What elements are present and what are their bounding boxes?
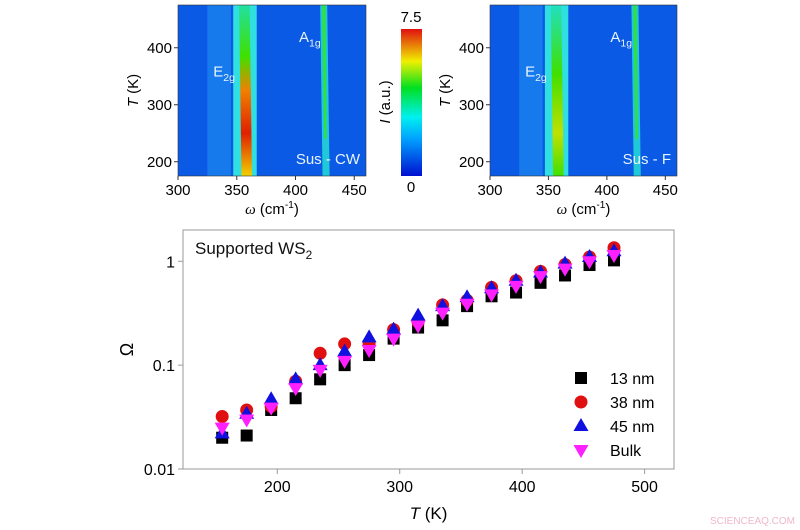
data-point — [410, 320, 426, 334]
data-point — [361, 344, 377, 358]
data-point — [289, 392, 302, 405]
heatmap-frame — [177, 4, 367, 177]
series-Bulk — [214, 249, 622, 436]
a1g-label: A1g — [299, 29, 321, 50]
x-tick-label: 400 — [594, 182, 619, 199]
data-point — [263, 391, 279, 405]
data-point — [239, 414, 255, 428]
legend-marker — [573, 418, 589, 431]
colorbar-max-label: 7.5 — [401, 9, 422, 26]
data-point — [312, 364, 328, 378]
data-point — [263, 402, 279, 416]
colorbar-min-label: 0 — [407, 179, 415, 196]
x-tick-label: 200 — [264, 479, 291, 496]
plot-title: Supported WS2 — [195, 239, 313, 262]
plot-frame — [182, 229, 675, 470]
x-tick-label: 450 — [342, 182, 367, 199]
data-point — [508, 280, 524, 294]
x-tick-label: 350 — [224, 182, 249, 199]
e2g-label: E2g — [525, 63, 547, 84]
x-tick-label: 350 — [536, 182, 561, 199]
data-point — [484, 289, 500, 303]
heatmap-frame — [489, 4, 678, 177]
x-tick-label: 300 — [386, 479, 413, 496]
y-tick-label: 400 — [147, 40, 172, 57]
data-point — [386, 321, 402, 335]
y-tick-label: 200 — [147, 154, 172, 171]
data-point — [240, 429, 253, 442]
data-point — [361, 329, 377, 343]
series-13-nm — [216, 254, 621, 444]
watermark: SCIENCEAQ.COM — [710, 516, 795, 527]
y-tick-label: 0.01 — [144, 462, 175, 479]
data-point — [214, 422, 230, 436]
data-point — [313, 346, 327, 360]
data-point — [557, 263, 573, 277]
colorbar-label: I (a.u.) — [377, 80, 394, 123]
data-point — [410, 307, 426, 321]
y-tick-label: 200 — [459, 154, 484, 171]
x-axis-label: ω (cm-1) — [245, 200, 299, 218]
data-point — [337, 355, 353, 369]
data-point — [288, 371, 304, 385]
e2g-band — [550, 5, 564, 176]
x-tick-label: 450 — [653, 182, 678, 199]
data-point — [337, 343, 353, 357]
x-tick-label: 300 — [477, 182, 502, 199]
y-tick-label: 0.1 — [153, 358, 175, 375]
data-point — [459, 298, 475, 312]
legend-label: 38 nm — [610, 395, 654, 412]
data-point — [533, 271, 549, 285]
colorbar: 7.5 0 I (a.u.) — [377, 9, 422, 196]
y-tick-label: 300 — [459, 97, 484, 114]
colorbar-gradient — [401, 29, 422, 176]
legend-marker — [573, 445, 589, 458]
panel-label: Sus - F — [623, 151, 671, 168]
data-point — [582, 256, 598, 270]
y-tick-label: 300 — [147, 97, 172, 114]
legend-marker — [574, 395, 588, 409]
data-point — [606, 249, 622, 263]
data-point — [435, 307, 451, 321]
x-axis-label: ω (cm-1) — [557, 200, 611, 218]
x-tick-label: 400 — [509, 479, 536, 496]
a1g-band — [633, 5, 638, 139]
shoulder-band — [519, 5, 543, 176]
shoulder-band — [207, 5, 231, 176]
data-point — [288, 383, 304, 397]
legend-label: Bulk — [610, 443, 642, 460]
a1g-band — [321, 5, 327, 139]
y-axis-label: T (K) — [125, 74, 142, 107]
x-tick-label: 300 — [165, 182, 190, 199]
y-axis-label: Ω — [117, 343, 137, 356]
x-tick-label: 400 — [283, 182, 308, 199]
data-point — [215, 410, 229, 424]
e2g-label: E2g — [213, 63, 235, 84]
e2g-band — [239, 5, 253, 176]
legend-marker — [575, 372, 587, 384]
data-point — [386, 333, 402, 347]
panel-label: Sus - CW — [296, 151, 361, 168]
legend-label: 45 nm — [610, 419, 654, 436]
x-axis-label: T (K) — [410, 504, 448, 523]
data-point — [314, 373, 327, 386]
y-axis-label: T (K) — [437, 74, 454, 107]
a1g-label: A1g — [610, 29, 632, 50]
legend-label: 13 nm — [610, 371, 654, 388]
y-tick-label: 400 — [459, 40, 484, 57]
y-tick-label: 1 — [166, 254, 175, 271]
x-tick-label: 500 — [631, 479, 658, 496]
